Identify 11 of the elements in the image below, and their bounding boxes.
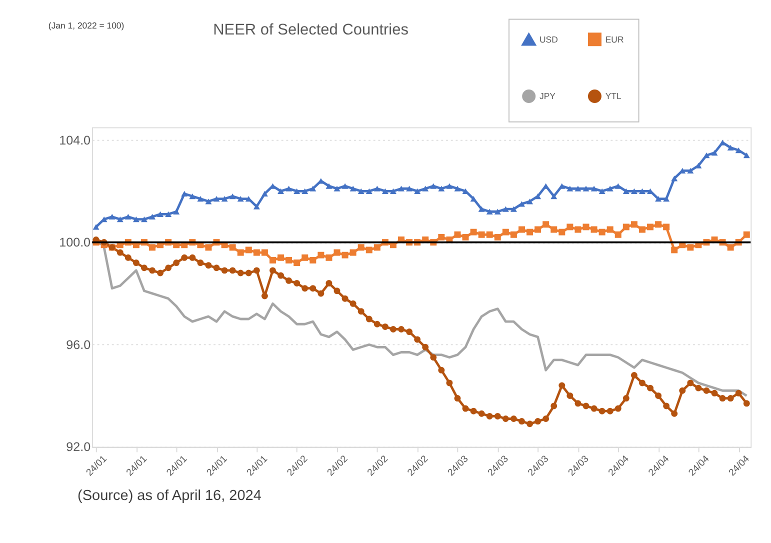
y-tick-label: 96.0: [66, 338, 91, 352]
y-tick-label: 92.0: [66, 440, 91, 454]
legend-label: USD: [540, 34, 558, 45]
y-tick-label: 104.0: [59, 133, 91, 148]
text: (Source) as of April 16, 2024: [77, 488, 262, 504]
y-tick-label: 100.0: [59, 236, 91, 250]
legend-label: YTL: [605, 91, 622, 102]
text: (Jan 1, 2022 = 100): [48, 20, 124, 30]
legend-label: EUR: [605, 34, 624, 44]
legend-label: JPY: [540, 91, 556, 102]
chart-title: NEER of Selected Countries: [213, 22, 409, 39]
